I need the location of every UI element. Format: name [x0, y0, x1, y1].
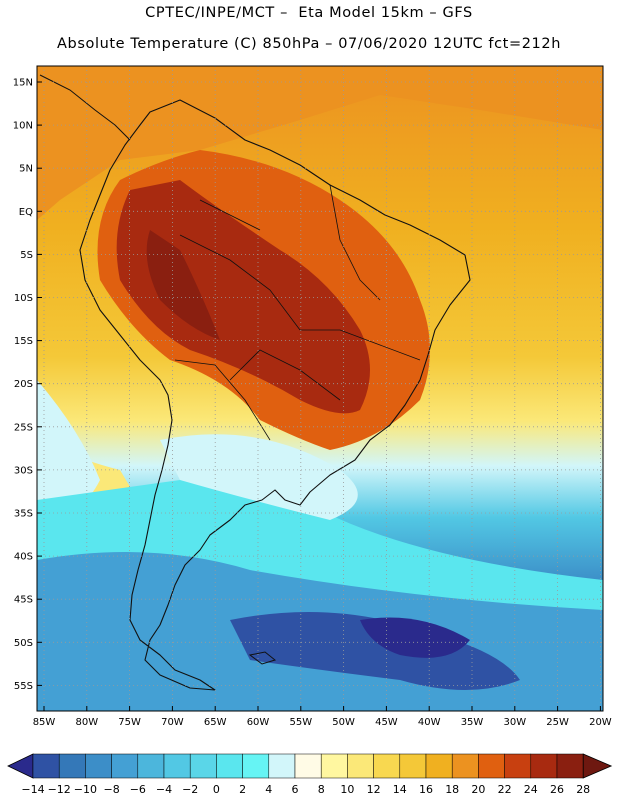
lon-tick-label: 85W [33, 717, 56, 728]
lon-tick-label: 45W [375, 717, 398, 728]
longitude-axis: 85W 80W 75W 70W 65W 60W 55W 50W 45W 40W 35W 30W 25W 2… [33, 706, 612, 728]
south-america-outline [79, 99, 471, 691]
lat-tick-label: 5S [20, 250, 33, 261]
colorbar-label: −14 [21, 783, 44, 796]
lat-tick-label: 20S [14, 379, 33, 390]
lon-tick-label: 30W [503, 717, 526, 728]
lat-tick-label: 50S [14, 638, 33, 649]
colorbar-label: −10 [74, 783, 97, 796]
colorbar-swatch [32, 753, 60, 779]
colorbar-swatch [58, 753, 86, 779]
lon-tick-label: 55W [289, 717, 312, 728]
colorbar-label: 12 [367, 783, 381, 796]
plot-frame [36, 65, 604, 712]
colorbar-swatch [451, 753, 479, 779]
colorbar-label: 20 [471, 783, 485, 796]
field-warm-north [37, 66, 603, 220]
lon-tick-label: 20W [589, 717, 612, 728]
colorbar-label: 4 [265, 783, 272, 796]
colorbar-swatch [425, 753, 453, 779]
colorbar-swatch [189, 753, 217, 779]
colorbar-swatch [504, 753, 532, 779]
colorbar-swatch [163, 753, 191, 779]
colorbar-swatch [268, 753, 296, 779]
colorbar-swatch [294, 753, 322, 779]
colorbar-swatch [216, 753, 243, 779]
country-borders [174, 184, 421, 441]
colorbar-label: 24 [524, 783, 538, 796]
falklands-outline [248, 651, 277, 665]
colorbar-label: 8 [318, 783, 325, 796]
lat-tick-label: 55S [14, 681, 33, 692]
lat-tick-label: 30S [14, 465, 33, 476]
lat-tick-label: 15S [14, 336, 33, 347]
coastline [39, 74, 471, 691]
lat-tick-label: EQ [19, 207, 33, 218]
colorbar-label: 16 [419, 783, 433, 796]
lon-tick-label: 35W [461, 717, 484, 728]
temperature-field [37, 66, 603, 711]
colorbar-swatch [347, 753, 374, 779]
colorbar-label: 6 [292, 783, 299, 796]
lat-tick-label: 5N [19, 164, 33, 175]
field-cool-argentina [160, 434, 358, 520]
lon-tick-label: 25W [546, 717, 569, 728]
colorbar-swatch [320, 753, 348, 779]
lon-tick-label: 40W [418, 717, 441, 728]
lat-tick-label: 10N [13, 121, 33, 132]
lat-tick-label: 45S [14, 595, 33, 606]
colorbar-label: −12 [48, 783, 71, 796]
lon-tick-label: 80W [75, 717, 98, 728]
colorbar-label: 26 [550, 783, 564, 796]
colorbar: −14 −12 −10 −8 −6 −4 −2 0 2 4 6 8 10 12 14 16 18 20 22 24 26… [7, 753, 613, 796]
field-hottest-peak [146, 230, 220, 340]
colorbar-label: 22 [498, 783, 512, 796]
colorbar-label: 14 [393, 783, 407, 796]
colorbar-label: −2 [182, 783, 198, 796]
colorbar-label: 18 [445, 783, 459, 796]
latitude-axis: 15N 10N 5N EQ 5S 10S 15S 20S 25S 30S 35S 40S 45S 50S 5… [13, 78, 42, 692]
colorbar-swatch [242, 753, 270, 779]
colorbar-swatch [137, 753, 165, 779]
colorbar-swatch [478, 753, 505, 779]
lat-tick-label: 25S [14, 422, 33, 433]
colorbar-label: 28 [576, 783, 590, 796]
colorbar-swatch [399, 753, 427, 779]
colorbar-label: −6 [130, 783, 146, 796]
lat-tick-label: 40S [14, 552, 33, 563]
colorbar-label: 2 [239, 783, 246, 796]
lat-tick-label: 35S [14, 509, 33, 520]
colorbar-swatch [373, 753, 401, 779]
lat-tick-label: 10S [14, 293, 33, 304]
lon-tick-label: 75W [118, 717, 141, 728]
field-coldest-center [360, 617, 470, 658]
colorbar-label: 10 [340, 783, 354, 796]
lon-tick-label: 65W [204, 717, 227, 728]
colorbar-swatch [85, 753, 112, 779]
colorbar-swatch [111, 753, 139, 779]
colorbar-label: 0 [213, 783, 220, 796]
lon-tick-label: 60W [247, 717, 270, 728]
colorbar-arrow-high [582, 753, 613, 779]
colorbar-label: −8 [103, 783, 119, 796]
colorbar-label: −4 [156, 783, 172, 796]
chart-title-line-1: CPTEC/INPE/MCT – Eta Model 15km – GFS [145, 5, 473, 21]
chart-title-line-2: Absolute Temperature (C) 850hPa – 07/06/… [57, 36, 561, 52]
lon-tick-label: 70W [161, 717, 184, 728]
field-hottest-core [116, 180, 371, 414]
lat-tick-label: 15N [13, 78, 33, 89]
central-america-outline [39, 74, 131, 141]
colorbar-swatch [556, 753, 584, 779]
colorbar-swatch [530, 753, 558, 779]
field-coldest-core [230, 612, 520, 690]
colorbar-arrow-low [7, 753, 34, 779]
field-cool-pacific [37, 380, 100, 520]
lon-tick-label: 50W [332, 717, 355, 728]
